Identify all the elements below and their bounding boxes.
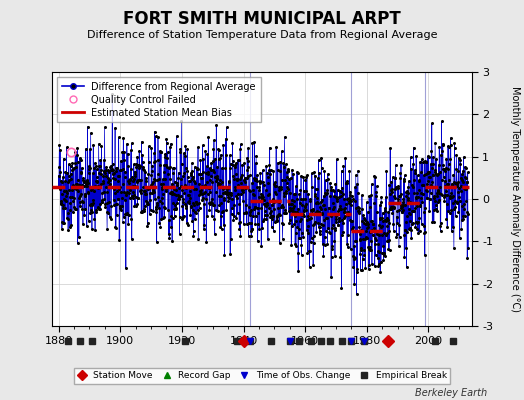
Legend: Station Move, Record Gap, Time of Obs. Change, Empirical Break: Station Move, Record Gap, Time of Obs. C…: [73, 368, 451, 384]
Legend: Difference from Regional Average, Quality Control Failed, Estimated Station Mean: Difference from Regional Average, Qualit…: [57, 77, 260, 122]
Y-axis label: Monthly Temperature Anomaly Difference (°C): Monthly Temperature Anomaly Difference (…: [510, 86, 520, 312]
Text: Berkeley Earth: Berkeley Earth: [415, 388, 487, 398]
Text: Difference of Station Temperature Data from Regional Average: Difference of Station Temperature Data f…: [87, 30, 437, 40]
Text: FORT SMITH MUNICIPAL ARPT: FORT SMITH MUNICIPAL ARPT: [123, 10, 401, 28]
